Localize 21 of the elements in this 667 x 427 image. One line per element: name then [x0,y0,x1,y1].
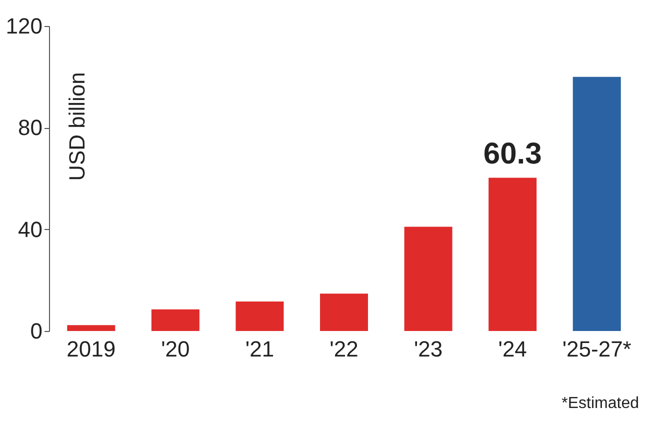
data-label: 60.3 [483,138,542,171]
x-tick-label: '22 [330,336,358,362]
bar [67,325,116,331]
y-axis-title: USD billion [64,72,90,181]
text: *Estimated [562,395,639,412]
bar [488,178,537,331]
x-tick-label: 2019 [66,336,116,362]
x-tick-label: '25-27* [562,336,632,362]
bar [151,309,200,331]
x-tick-label: '21 [245,336,274,362]
y-tick-label: 120 [6,14,42,38]
y-tick-label: 0 [30,318,42,344]
bar [572,76,621,331]
bar [404,226,452,331]
x-tick-label: '23 [414,336,443,362]
x-tick-label: '20 [161,336,190,362]
x-tick-label: '24 [498,336,527,362]
bar [236,302,284,331]
bar [320,294,368,331]
y-tick-label: 80 [18,115,42,140]
y-tick-label: 40 [18,216,42,242]
